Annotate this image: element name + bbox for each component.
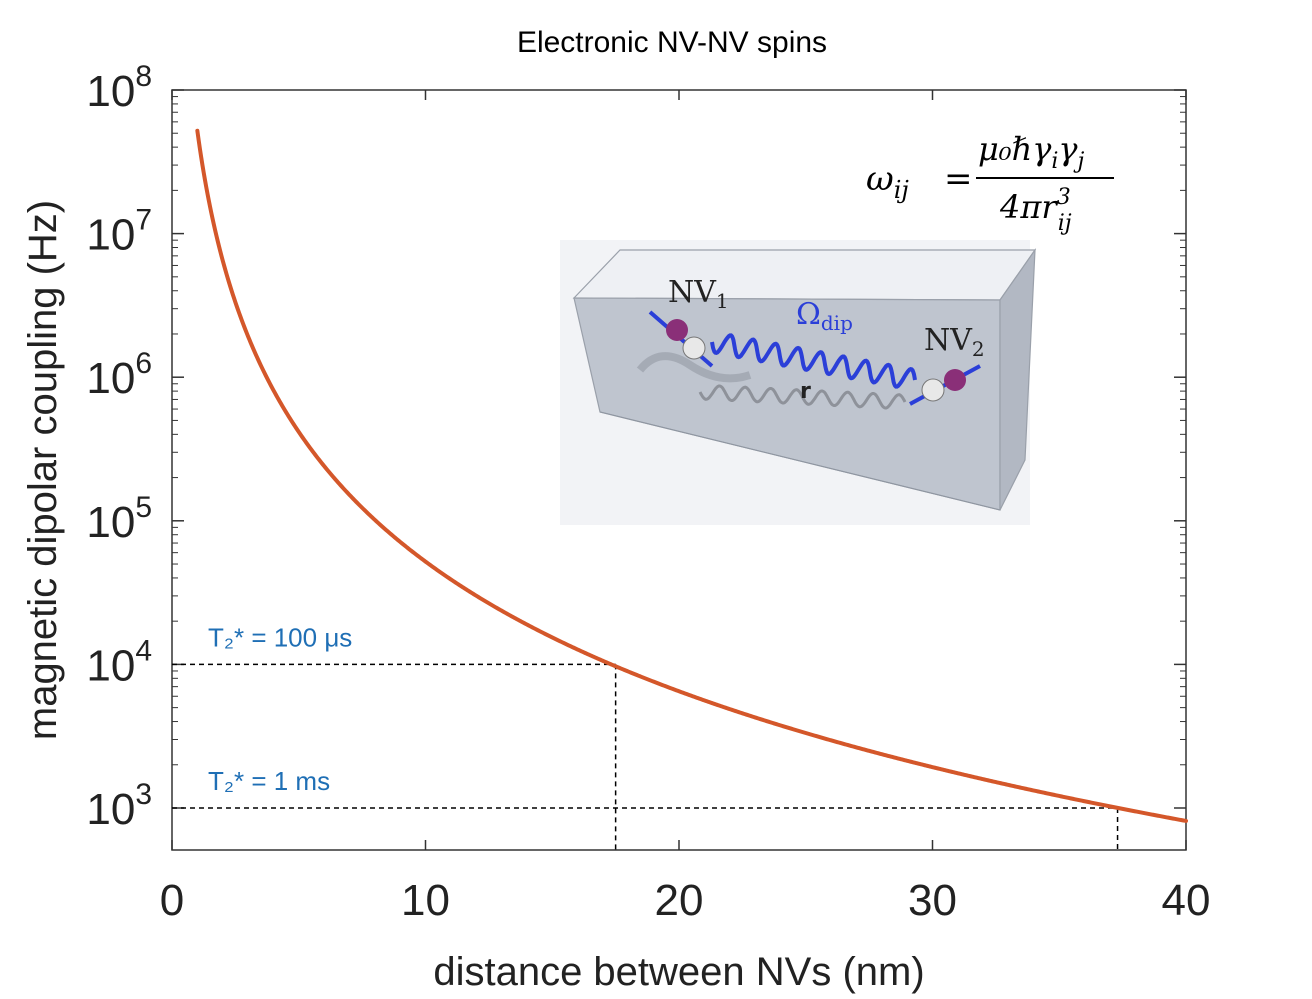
tick-labels: 0 10 20 30 40 103 104 105 106 107 108: [86, 60, 1210, 925]
x-tick-label-40: 40: [1162, 876, 1211, 925]
nv1-vacancy-atom: [682, 336, 706, 360]
inset-box-side: [999, 247, 1036, 511]
x-tick-label-10: 10: [401, 876, 450, 925]
inset-dipolar-wave: [710, 333, 917, 389]
formula-equals: =: [944, 159, 973, 199]
nv2-vacancy-atom: [921, 378, 945, 402]
annotation-label-0: T₂* = 100 μs: [208, 622, 352, 652]
y-tick-label-3: 103: [86, 778, 152, 834]
nv2-spin-arrow: [909, 364, 981, 406]
nv2-nitrogen-atom: [944, 369, 966, 391]
coupling-curve: [195, 128, 1188, 823]
formula-lhs: ωij: [866, 159, 909, 204]
nv1-nitrogen-atom: [666, 319, 688, 341]
nv2-label: NV2: [924, 323, 985, 361]
annotations: T₂* = 100 μs T₂* = 1 ms: [208, 622, 352, 796]
y-tick-label-8: 108: [86, 60, 152, 116]
distance-r-label: r: [800, 379, 811, 404]
y-tick-label-6: 106: [86, 347, 152, 403]
formula-numerator: μ₀ℏγiγj: [978, 130, 1085, 174]
formula-denominator: 4πr3 ij: [999, 185, 1072, 236]
y-tick-label-4: 104: [86, 634, 152, 690]
y-axis-title: magnetic dipolar coupling (Hz): [21, 200, 65, 740]
omega-dip-label: Ωdip: [796, 297, 853, 335]
y-tick-label-5: 105: [86, 491, 152, 547]
annotation-label-1: T₂* = 1 ms: [208, 766, 330, 796]
inset-shadow-wave: [698, 384, 907, 410]
inset-shadow: [636, 352, 752, 383]
x-tick-label-20: 20: [655, 876, 704, 925]
inset-box-top: [572, 249, 1037, 301]
x-tick-label-30: 30: [908, 876, 957, 925]
inset-box-edge: [599, 411, 1001, 511]
x-axis-title: distance between NVs (nm): [433, 950, 924, 994]
series-group: [195, 128, 1188, 823]
inset-illustration: NV1 NV2 Ωdip r: [560, 240, 1037, 525]
nv1-label: NV1: [668, 275, 729, 313]
y-tick-label-7: 107: [86, 204, 152, 260]
dipolar-coupling-formula: ωij = μ₀ℏγiγj 4πr3 ij: [866, 130, 1114, 236]
threshold-guides: [172, 663, 1119, 850]
chart-title: Electronic NV-NV spins: [517, 26, 827, 59]
x-tick-label-0: 0: [160, 876, 184, 925]
